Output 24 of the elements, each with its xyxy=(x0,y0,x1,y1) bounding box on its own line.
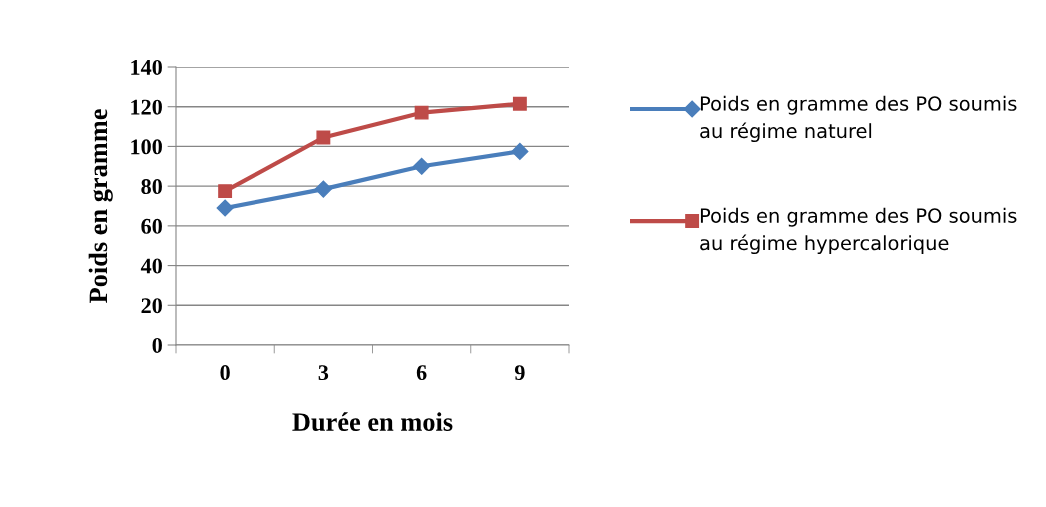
point xyxy=(511,142,529,160)
y-tick-label: 100 xyxy=(131,139,162,155)
point xyxy=(414,105,429,120)
x-tick-label: 9 xyxy=(514,365,525,381)
legend-label: Poids en gramme des PO soumis au régime naturel xyxy=(700,95,1017,143)
point xyxy=(316,130,331,145)
y-tick-label: 0 xyxy=(152,337,162,353)
point xyxy=(216,199,234,217)
point xyxy=(314,180,332,198)
point xyxy=(512,96,527,111)
y-axis-title: Poids en gramme xyxy=(88,109,113,304)
x-axis-title: Durée en mois xyxy=(292,412,453,432)
y-tick-label: 60 xyxy=(141,218,162,234)
y-tick-label: 40 xyxy=(140,258,162,274)
point xyxy=(413,157,431,175)
y-tick-label: 140 xyxy=(131,59,162,75)
y-tick-label: 120 xyxy=(131,99,162,115)
legend-label: Poids en gramme des PO soumis au régime hypercalorique xyxy=(700,207,1017,255)
x-tick-label: 3 xyxy=(318,365,329,381)
y-tick-label: 80 xyxy=(141,179,162,195)
x-tick-label: 0 xyxy=(220,365,230,381)
point xyxy=(218,184,233,199)
y-tick-label: 20 xyxy=(141,298,162,314)
x-tick-label: 6 xyxy=(416,365,427,381)
